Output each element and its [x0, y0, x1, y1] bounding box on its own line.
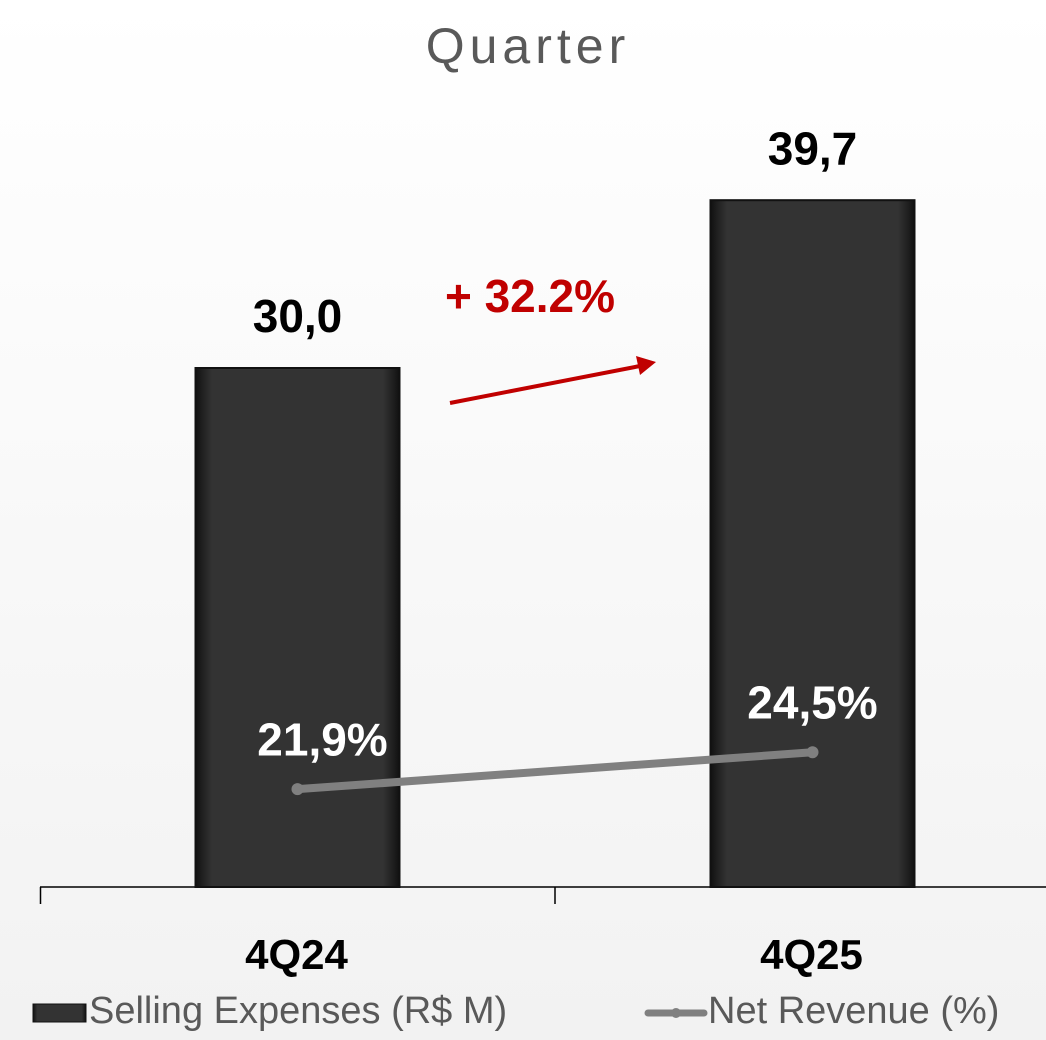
x-tick-label: 4Q24	[245, 931, 348, 978]
line	[293, 748, 817, 794]
line-point	[291, 783, 304, 796]
data-label: 21,9%	[257, 713, 387, 765]
data-label: 30,0	[253, 290, 343, 342]
data-label: 39,7	[768, 122, 858, 174]
annotation: + 32.2%	[445, 270, 615, 322]
data-label: 24,5%	[747, 676, 877, 728]
bar	[194, 367, 401, 888]
legend-swatch-point	[671, 1008, 681, 1018]
chart-title: Quarter	[426, 18, 631, 74]
x-tick-label: 4Q25	[760, 931, 863, 978]
legend-swatch	[32, 1003, 87, 1023]
legend-label: Selling Expenses (R$ M)	[89, 990, 507, 1032]
bar	[709, 199, 916, 888]
annotation-arrowhead	[636, 356, 656, 375]
legend-label: Net Revenue (%)	[708, 990, 999, 1032]
line-point	[806, 746, 819, 759]
annotation-arrow	[449, 364, 641, 405]
